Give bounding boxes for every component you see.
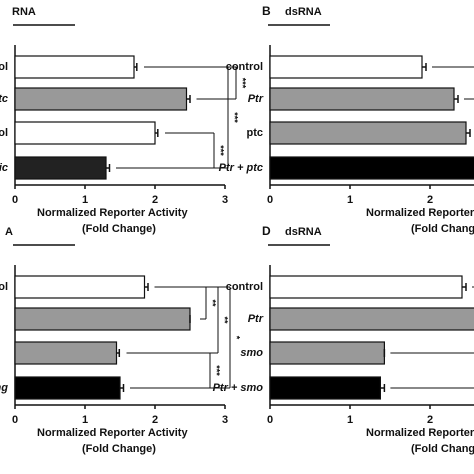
panel-label: D [262, 224, 271, 238]
category-label: control [226, 281, 263, 293]
bar [269, 121, 467, 145]
x-tick-label: 1 [347, 194, 353, 206]
category-label: tic [0, 162, 8, 174]
bar [269, 275, 463, 299]
category-label: Ptr [248, 93, 264, 105]
bar [269, 156, 474, 180]
x-tick-label: 1 [82, 414, 88, 426]
x-axis-label: Normalized Reporter Activity [37, 427, 188, 439]
significance: ** [208, 299, 218, 307]
x-tick-label: 3 [222, 194, 228, 206]
panel-label: B [262, 4, 271, 18]
group-title: dsRNA [285, 226, 322, 238]
category-label: ptc [247, 127, 264, 139]
significance: * [232, 336, 242, 340]
group-title: dsRNA [285, 6, 322, 18]
x-tick-label: 0 [12, 414, 18, 426]
category-label: Ptr [248, 313, 264, 325]
x-axis-label: Normalized Reporter Activity [37, 207, 188, 219]
category-label: Ptr + ptc [219, 162, 263, 174]
bar [269, 87, 455, 111]
significance: ** [220, 316, 230, 324]
x-axis-label: Normalized Reporter Activity [366, 207, 474, 219]
x-tick-label: 2 [427, 194, 433, 206]
x-tick-label: 1 [347, 414, 353, 426]
category-label: ol [0, 127, 8, 139]
x-tick-label: 2 [152, 414, 158, 426]
group-title: A [5, 226, 13, 238]
x-axis-label: (Fold Change) [411, 443, 474, 455]
group-title: RNA [12, 6, 36, 18]
x-axis-label: (Fold Change) [411, 223, 474, 235]
bar [14, 156, 107, 180]
bar [14, 376, 121, 400]
bar [14, 55, 135, 79]
x-tick-label: 0 [267, 414, 273, 426]
significance: *** [238, 78, 248, 89]
bar [14, 341, 118, 365]
significance: *** [212, 365, 222, 376]
significance: *** [230, 112, 240, 123]
x-axis-label: (Fold Change) [82, 443, 156, 455]
category-label: smo [240, 347, 263, 359]
category-label: ol [0, 61, 8, 73]
significance: *** [216, 145, 226, 156]
bar [269, 55, 423, 79]
x-axis-label: Normalized Reporter Activity [366, 427, 474, 439]
x-axis-label: (Fold Change) [82, 223, 156, 235]
bar [14, 87, 188, 111]
x-tick-label: 2 [427, 414, 433, 426]
category-label: control [226, 61, 263, 73]
category-label: ng [0, 382, 8, 394]
x-tick-label: 0 [12, 194, 18, 206]
category-label: tc [0, 93, 8, 105]
bar [14, 275, 146, 299]
category-label: ol [0, 281, 8, 293]
bar [14, 307, 191, 331]
bar [269, 341, 386, 365]
x-tick-label: 3 [222, 414, 228, 426]
x-tick-label: 2 [152, 194, 158, 206]
bar [14, 121, 156, 145]
x-tick-label: 1 [82, 194, 88, 206]
bar [269, 376, 382, 400]
x-tick-label: 0 [267, 194, 273, 206]
bar [269, 307, 474, 331]
category-label: Ptr + smo [213, 382, 264, 394]
